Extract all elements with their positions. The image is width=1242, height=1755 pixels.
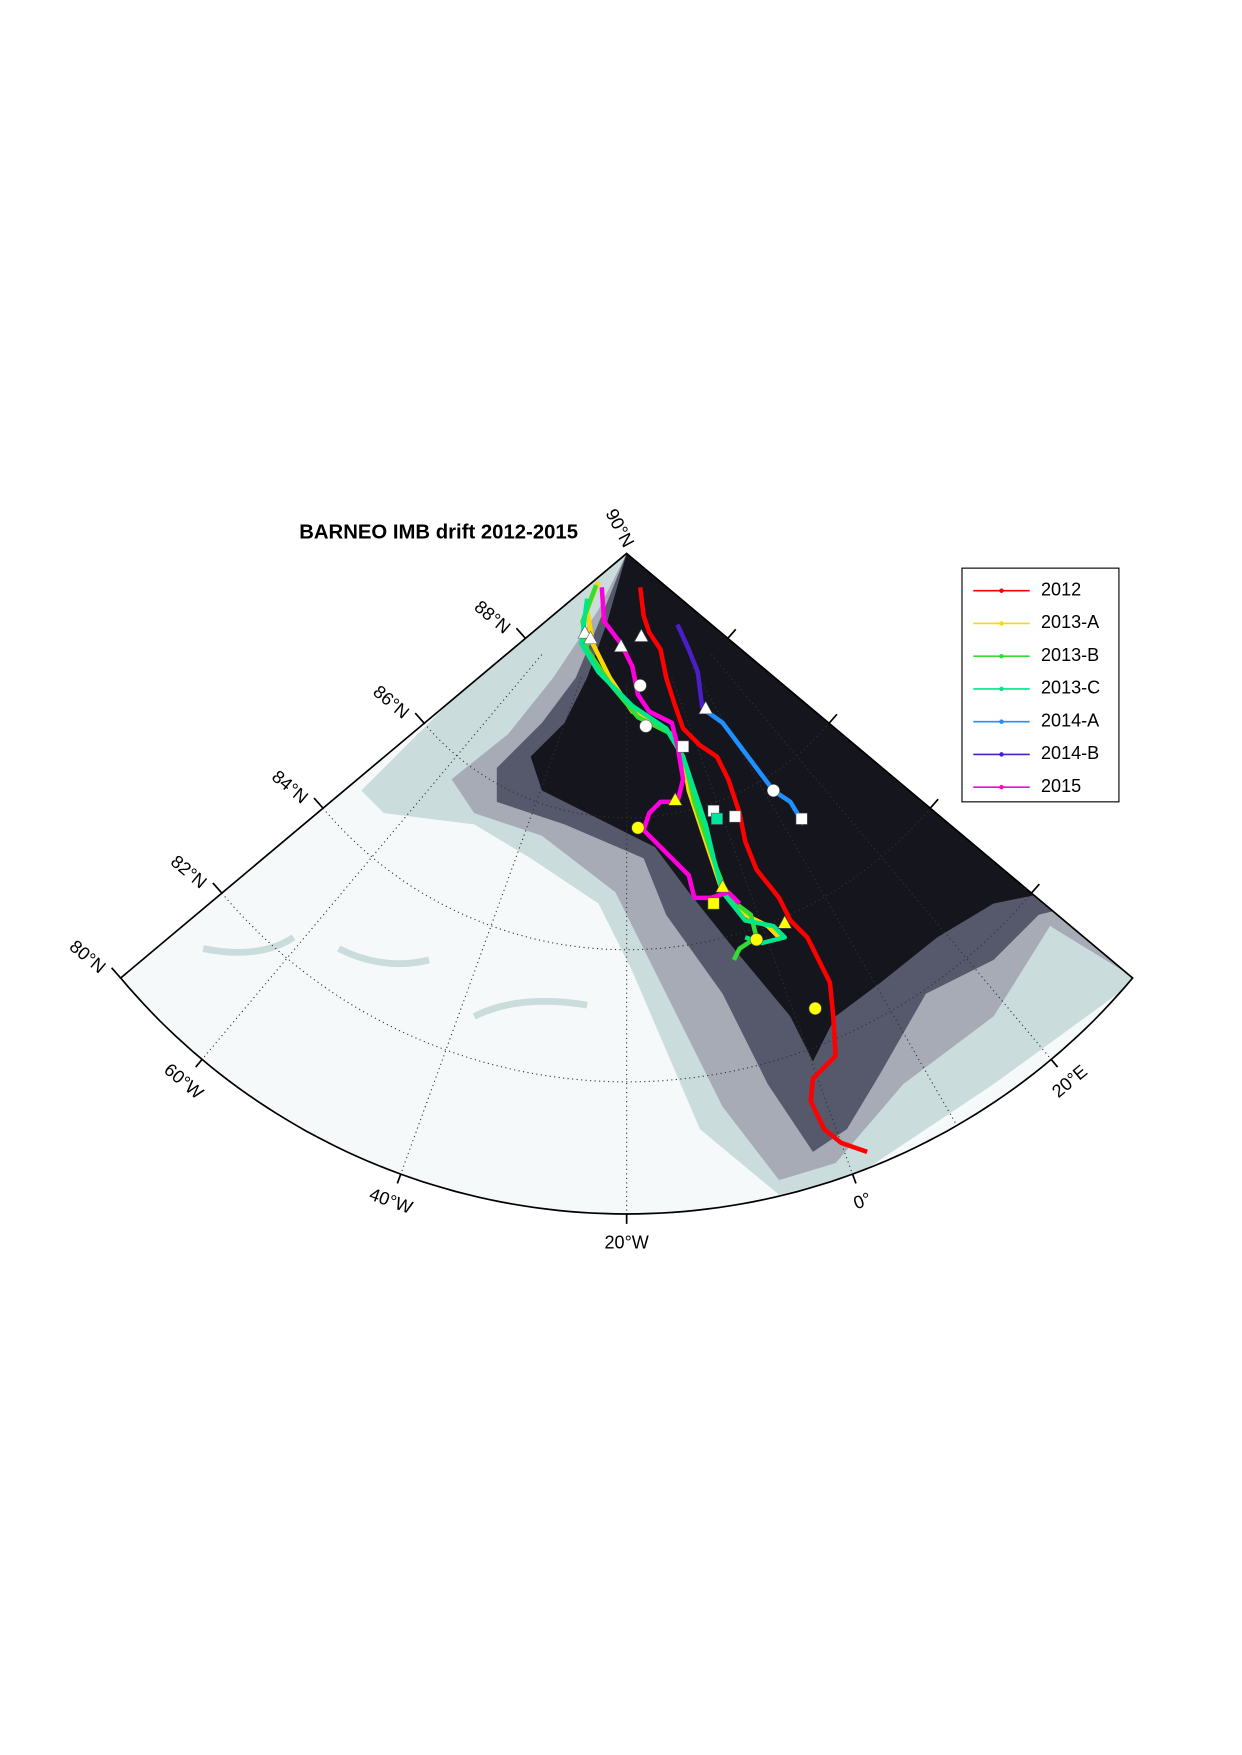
abyss: [530, 553, 1051, 1062]
triangle-marker: [613, 638, 629, 652]
longitude-tick: [1050, 1058, 1059, 1068]
legend-dot: [999, 588, 1004, 593]
drift-track: [675, 623, 705, 709]
pole-label: 90°N: [602, 506, 639, 551]
legend-dot: [999, 719, 1004, 724]
latitude-tick: [212, 882, 223, 894]
longitude-label: 40°W: [367, 1184, 415, 1218]
tracks: [579, 580, 868, 1155]
longitude-tick: [851, 1173, 857, 1184]
edge-tick: [1030, 883, 1040, 894]
latitude-label: 84°N: [268, 766, 312, 807]
legend-label: 2014-B: [1041, 743, 1099, 763]
square-marker: [707, 897, 720, 910]
drift-track: [700, 706, 806, 826]
legend-box: [961, 567, 1120, 803]
triangle-marker: [634, 628, 649, 642]
latitude-label: 80°N: [66, 936, 110, 977]
circle-marker: [639, 719, 653, 733]
longitude-label: 60°W: [160, 1059, 207, 1103]
circle-marker: [766, 784, 780, 798]
graticule: [201, 654, 1052, 1214]
latitude-tick: [313, 797, 324, 809]
latitude-label: 82°N: [167, 851, 211, 892]
drift-track: [599, 587, 742, 906]
legend-label: 2012: [1041, 579, 1081, 599]
longitude-tick: [396, 1173, 402, 1184]
triangle-marker: [715, 879, 730, 893]
triangle-marker: [698, 700, 713, 715]
triangle-marker: [583, 630, 598, 645]
legend-label: 2013-B: [1041, 645, 1099, 665]
drift-track: [580, 584, 759, 961]
circle-marker: [749, 933, 763, 947]
legend-label: 2013-C: [1041, 678, 1100, 698]
latitude-label: 88°N: [470, 596, 514, 637]
legend-dot: [999, 752, 1004, 757]
fjords: [202, 934, 588, 1020]
legend-label: 2013-A: [1041, 612, 1099, 632]
latitude-label: 86°N: [369, 681, 413, 722]
legend: 2012 2013-A 2013-B 2013-C 2014-A 2014-B 2015: [961, 567, 1120, 803]
triangle-marker: [777, 915, 792, 929]
drift-track: [637, 587, 868, 1155]
map-title: BARNEO IMB drift 2012-2015: [299, 522, 578, 544]
edge-tick: [929, 798, 939, 809]
markers: [577, 625, 822, 1015]
square-marker: [711, 812, 723, 825]
legend-label: 2014-A: [1041, 710, 1099, 730]
square-marker: [795, 812, 808, 825]
square-marker: [677, 740, 690, 753]
legend-label: 2015: [1041, 776, 1081, 796]
legend-dot: [999, 784, 1004, 790]
legend-dot: [999, 653, 1004, 659]
circle-marker: [631, 821, 645, 835]
latitude-tick: [414, 712, 425, 724]
legend-dot: [999, 686, 1004, 692]
longitude-tick: [195, 1058, 203, 1068]
latitude-tick: [515, 627, 527, 639]
circle-marker: [633, 679, 647, 693]
latitude-circle: [221, 892, 1032, 1083]
longitude-label: 20°W: [604, 1232, 648, 1252]
edge-tick: [727, 628, 737, 639]
edge-tick: [828, 713, 838, 724]
longitude-label: 0°: [851, 1189, 874, 1214]
circle-marker: [808, 1001, 822, 1015]
triangle-marker: [667, 792, 683, 806]
square-marker: [729, 810, 741, 823]
drift-track: [579, 598, 787, 946]
legend-dot: [999, 621, 1004, 626]
latitude-tick: [110, 967, 122, 979]
longitude-label: 20°E: [1048, 1061, 1091, 1102]
